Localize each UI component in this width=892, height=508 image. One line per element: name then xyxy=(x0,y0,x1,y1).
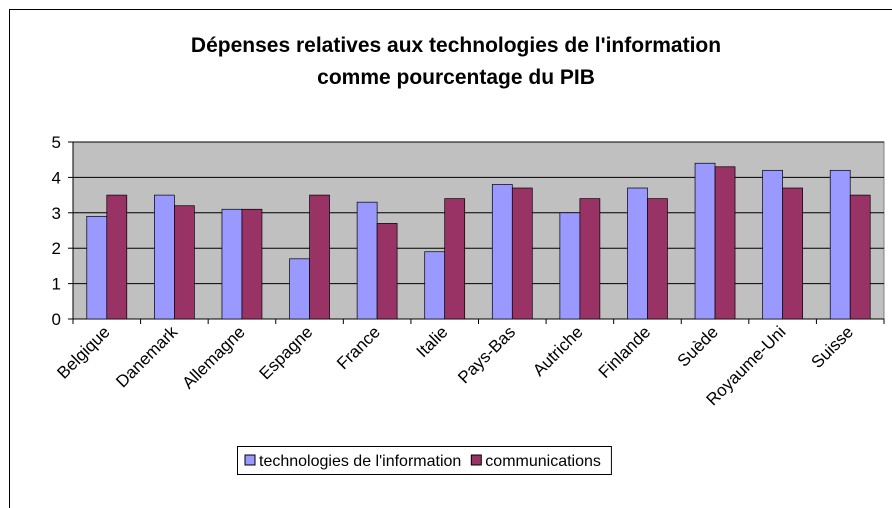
bar xyxy=(86,215,108,320)
legend-swatch xyxy=(470,454,482,466)
y-tick-label: 5 xyxy=(52,133,61,152)
y-tick-label: 3 xyxy=(52,204,61,223)
legend xyxy=(237,446,612,475)
bar xyxy=(849,194,871,320)
legend-label: communications xyxy=(485,453,601,470)
bar xyxy=(829,169,851,320)
bar xyxy=(762,169,783,320)
bar xyxy=(444,198,466,320)
bar xyxy=(309,194,330,320)
bar xyxy=(627,187,648,320)
legend-label: technologies de l'information xyxy=(259,453,461,470)
bar xyxy=(491,184,513,320)
bar xyxy=(221,208,243,320)
bar xyxy=(106,194,128,320)
chart-title: Dépenses relatives aux technologies de l… xyxy=(191,34,721,57)
bar xyxy=(174,205,195,320)
y-tick-label: 0 xyxy=(52,310,61,329)
y-tick-label: 4 xyxy=(52,168,61,187)
plot-area xyxy=(72,141,885,320)
bar xyxy=(356,201,378,320)
bar xyxy=(694,162,716,320)
bar xyxy=(289,258,310,320)
bar xyxy=(782,187,803,320)
bar xyxy=(241,208,263,320)
legend-swatch xyxy=(244,454,256,466)
bar xyxy=(714,166,736,320)
y-tick-label: 1 xyxy=(52,275,61,294)
bar xyxy=(579,198,601,320)
bar xyxy=(424,251,446,320)
chart-title: comme pourcentage du PIB xyxy=(317,66,595,89)
bar xyxy=(154,194,175,320)
bar xyxy=(511,187,533,320)
y-tick-label: 2 xyxy=(52,239,61,258)
bar xyxy=(559,212,581,320)
bar xyxy=(376,223,398,320)
bar xyxy=(647,198,668,320)
